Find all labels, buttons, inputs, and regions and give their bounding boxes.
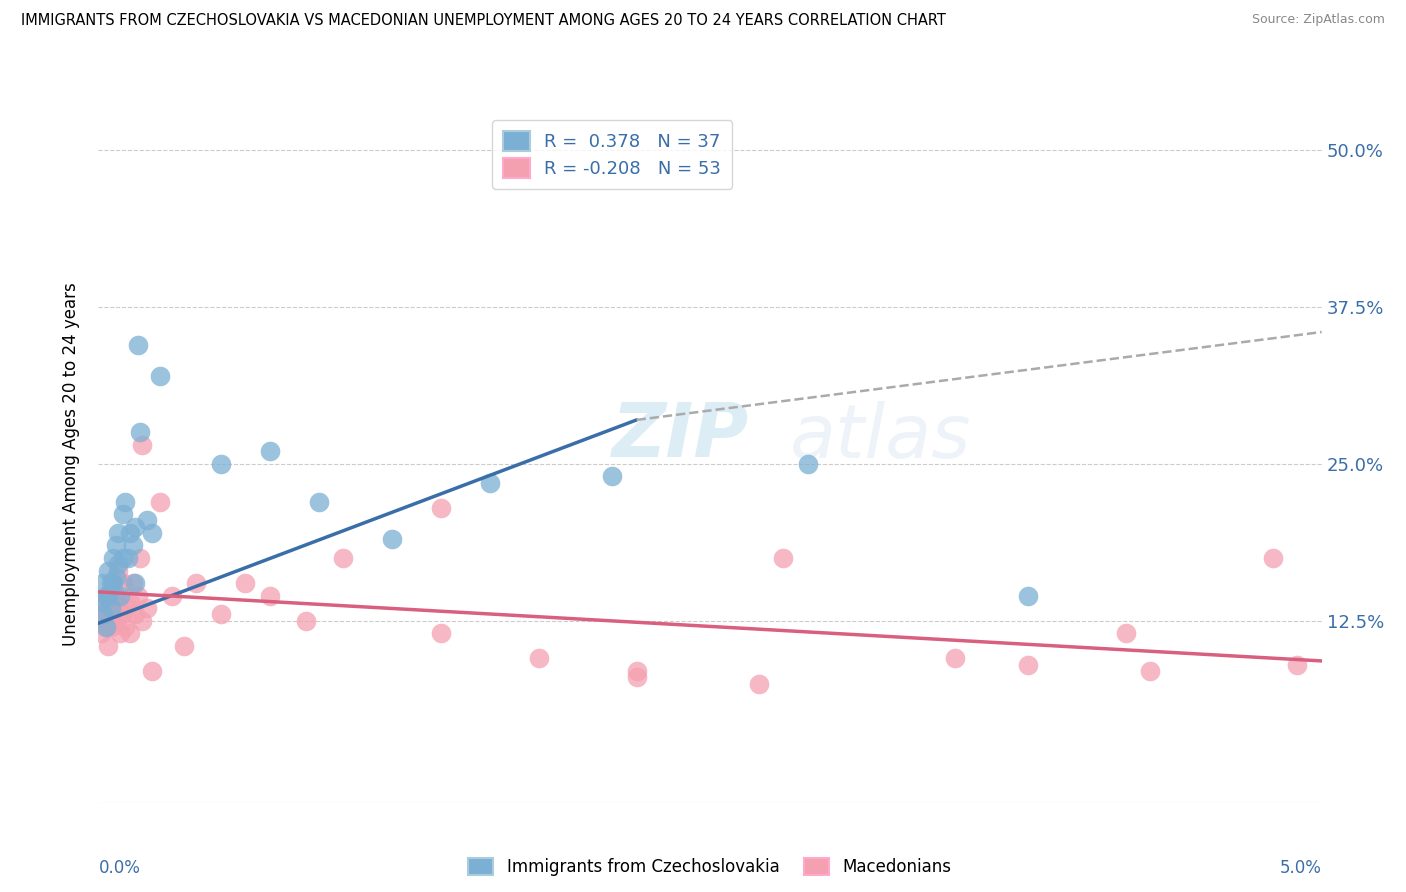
Point [626,670,648,684]
Point [120,595,142,609]
Point [1139,664,1161,678]
Legend: Immigrants from Czechoslovakia, Macedonians: Immigrants from Czechoslovakia, Macedoni… [461,851,959,882]
Point [117,551,139,566]
Point [259,444,281,458]
Point [104,589,127,603]
Point [131,614,153,628]
Point [600,469,623,483]
Point [100,595,122,609]
Point [797,457,820,471]
Point [124,519,146,533]
Point [110,626,132,640]
Point [104,570,127,584]
Point [90,626,112,640]
Point [943,651,966,665]
Point [1017,657,1039,672]
Point [101,576,124,591]
Point [111,576,134,591]
Point [127,337,149,351]
Point [90,607,112,622]
Point [129,425,152,440]
Point [91,576,114,591]
Point [259,589,281,603]
Point [111,507,134,521]
Point [1261,551,1284,566]
Point [104,614,127,628]
Point [121,538,143,552]
Point [748,676,770,690]
Point [1017,589,1039,603]
Point [100,620,122,634]
Point [111,607,134,622]
Point [91,595,114,609]
Point [110,589,132,603]
Point [478,475,501,490]
Point [173,639,195,653]
Point [308,494,330,508]
Point [114,494,136,508]
Point [131,438,153,452]
Point [430,626,453,640]
Point [136,513,159,527]
Text: atlas: atlas [790,401,972,473]
Point [233,576,256,591]
Point [129,551,152,566]
Point [94,589,117,603]
Point [117,601,139,615]
Point [94,589,117,603]
Point [160,589,183,603]
Point [141,664,163,678]
Point [101,551,124,566]
Text: Source: ZipAtlas.com: Source: ZipAtlas.com [1251,13,1385,27]
Point [107,564,129,578]
Point [100,601,122,615]
Point [772,551,794,566]
Point [527,651,550,665]
Point [97,639,120,653]
Point [626,664,648,678]
Point [136,601,159,615]
Point [127,589,149,603]
Text: IMMIGRANTS FROM CZECHOSLOVAKIA VS MACEDONIAN UNEMPLOYMENT AMONG AGES 20 TO 24 YE: IMMIGRANTS FROM CZECHOSLOVAKIA VS MACEDO… [21,13,946,29]
Point [114,620,136,634]
Point [100,576,122,591]
Point [149,494,172,508]
Point [209,607,232,622]
Point [94,620,117,634]
Text: 0.0%: 0.0% [98,859,141,878]
Point [101,576,124,591]
Point [111,551,134,566]
Point [107,558,129,572]
Point [121,576,143,591]
Point [209,457,232,471]
Point [124,576,146,591]
Text: 5.0%: 5.0% [1279,859,1322,878]
Point [120,626,142,640]
Point [186,576,208,591]
Point [141,525,163,540]
Point [124,607,146,622]
Point [295,614,318,628]
Point [107,595,129,609]
Point [97,564,120,578]
Point [91,607,114,622]
Y-axis label: Unemployment Among Ages 20 to 24 years: Unemployment Among Ages 20 to 24 years [62,282,80,646]
Point [332,551,354,566]
Point [97,589,120,603]
Point [90,595,112,609]
Point [149,368,172,383]
Point [101,607,124,622]
Point [120,525,142,540]
Text: ZIP: ZIP [612,401,749,474]
Point [1115,626,1137,640]
Point [94,620,117,634]
Point [104,538,127,552]
Point [430,500,453,515]
Point [381,532,404,546]
Point [107,525,129,540]
Point [97,607,120,622]
Point [91,614,114,628]
Point [1286,657,1309,672]
